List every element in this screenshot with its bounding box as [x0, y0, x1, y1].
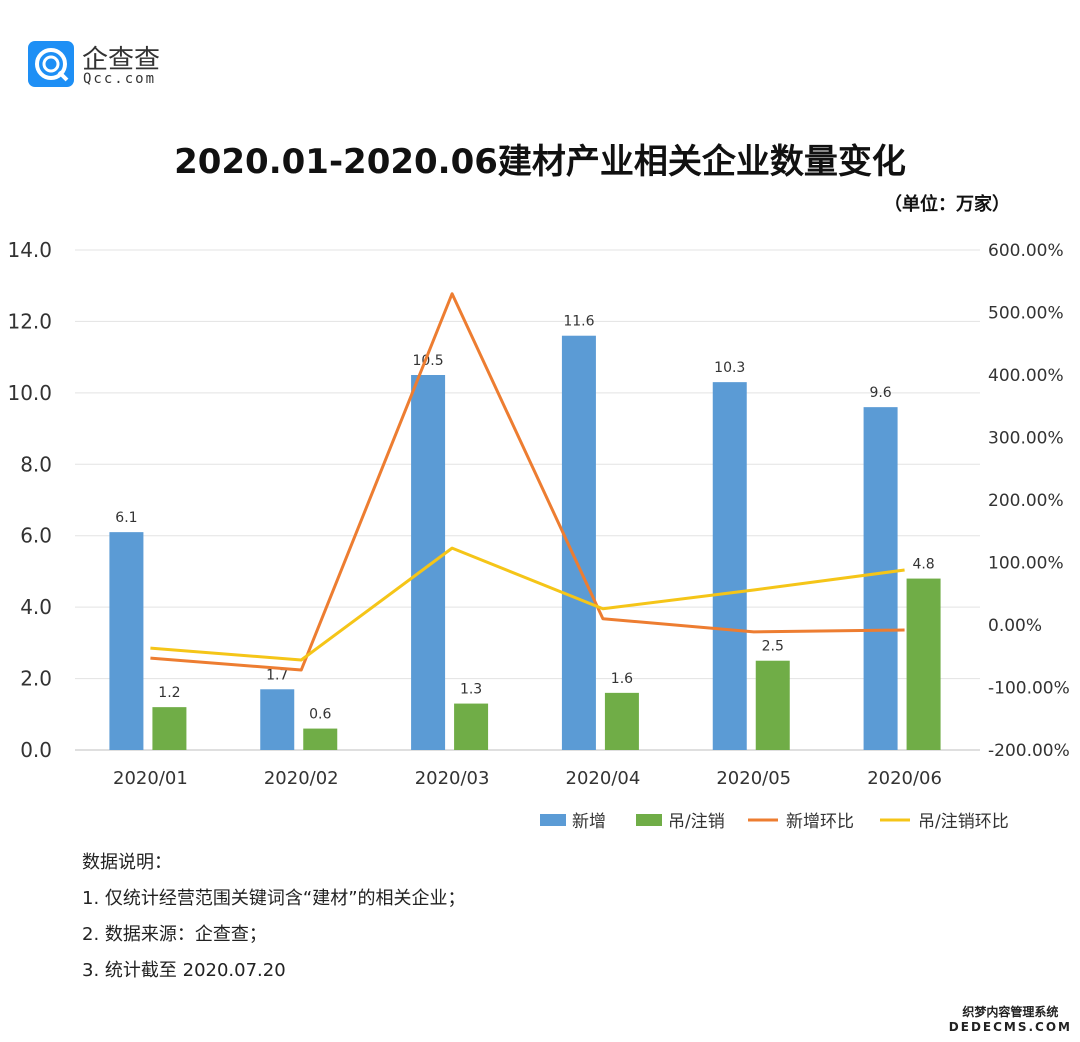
right-tick-label: 200.00%	[988, 491, 1064, 511]
watermark: 织梦内容管理系统 DEDECMS.COM	[949, 1005, 1072, 1035]
right-tick-label: 600.00%	[988, 241, 1064, 261]
bar-新增	[260, 689, 295, 750]
x-tick-label: 2020/02	[264, 768, 339, 789]
left-tick-label: 14.0	[7, 238, 52, 262]
left-tick-label: 12.0	[7, 309, 52, 333]
line-新增环比	[150, 292, 905, 672]
qcc-logo: 企查查 Qcc.com	[28, 41, 160, 91]
watermark-line1: 织梦内容管理系统	[962, 1005, 1059, 1019]
data-label: 1.6	[611, 671, 633, 687]
left-tick-label: 0.0	[20, 738, 52, 762]
bar-新增	[863, 407, 898, 750]
legend-label: 吊/注销环比	[918, 812, 1009, 832]
right-tick-label: 500.00%	[988, 304, 1064, 324]
bar-新增	[411, 375, 446, 750]
data-label: 10.5	[412, 353, 443, 369]
x-tick-label: 2020/06	[867, 768, 942, 789]
bar-吊/注销	[755, 660, 790, 750]
chart-title: 2020.01-2020.06建材产业相关企业数量变化	[174, 142, 906, 182]
right-tick-label: 0.00%	[988, 616, 1042, 636]
legend-label: 新增	[572, 812, 606, 832]
logo-cn: 企查查	[82, 45, 161, 75]
data-label: 4.8	[912, 557, 934, 573]
x-tick-label: 2020/04	[566, 768, 641, 789]
legend-swatch	[636, 814, 662, 826]
left-tick-label: 6.0	[20, 524, 52, 548]
left-tick-label: 8.0	[20, 452, 52, 476]
note-item: 2. 数据来源：企查查；	[82, 924, 267, 945]
data-label: 1.2	[158, 685, 180, 701]
line-吊/注销环比	[150, 546, 905, 662]
data-label: 11.6	[563, 314, 594, 330]
unit-label: （单位：万家）	[884, 194, 1010, 215]
note-item: 1. 仅统计经营范围关键词含“建材”的相关企业；	[82, 888, 466, 909]
left-tick-label: 2.0	[20, 667, 52, 691]
bar-吊/注销	[454, 703, 489, 750]
notes-heading: 数据说明：	[82, 852, 172, 873]
bar-吊/注销	[906, 578, 941, 750]
right-tick-label: -200.00%	[988, 741, 1070, 761]
right-tick-label: -100.00%	[988, 679, 1070, 699]
right-tick-label: 400.00%	[988, 366, 1064, 386]
bar-吊/注销	[604, 692, 639, 750]
data-label: 2.5	[762, 639, 784, 655]
data-label: 1.3	[460, 682, 482, 698]
bar-新增	[712, 382, 747, 750]
note-item: 3. 统计截至 2020.07.20	[82, 960, 286, 981]
data-label: 1.7	[266, 667, 288, 683]
legend-label: 吊/注销	[668, 812, 725, 832]
left-tick-label: 4.0	[20, 595, 52, 619]
data-label: 10.3	[714, 360, 745, 376]
bar-吊/注销	[152, 707, 187, 750]
watermark-line2: DEDECMS.COM	[948, 1020, 1072, 1034]
x-tick-label: 2020/05	[716, 768, 791, 789]
data-label: 0.6	[309, 707, 331, 723]
data-label: 6.1	[115, 510, 137, 526]
legend-label: 新增环比	[786, 812, 854, 832]
data-label: 9.6	[869, 385, 891, 401]
x-tick-label: 2020/03	[415, 768, 490, 789]
right-tick-label: 300.00%	[988, 429, 1064, 449]
left-tick-label: 10.0	[7, 381, 52, 405]
legend-swatch	[540, 814, 566, 826]
qcc-logo-icon	[28, 41, 74, 87]
right-tick-label: 100.00%	[988, 554, 1064, 574]
x-tick-label: 2020/01	[113, 768, 188, 789]
bar-新增	[109, 532, 144, 750]
bar-吊/注销	[303, 728, 338, 750]
logo-en: Qcc.com	[83, 71, 157, 87]
